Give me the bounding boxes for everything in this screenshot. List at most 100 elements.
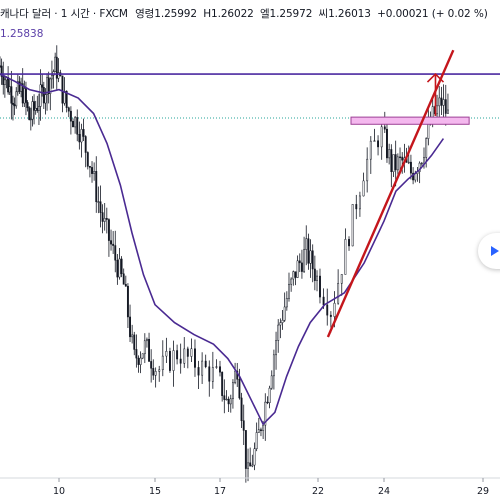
- candle: [440, 86, 443, 116]
- candle: [69, 106, 72, 135]
- candle: [26, 100, 29, 112]
- candle: [223, 379, 226, 414]
- candle: [219, 360, 221, 377]
- x-tick-label: 24: [378, 486, 390, 497]
- moving-average-line: [0, 73, 445, 426]
- candle: [268, 385, 271, 409]
- chart-header: 캐나다 달러 · 1 시간 · FXCM 영령1.25992 H1.26022 …: [0, 6, 491, 21]
- candle: [249, 447, 252, 467]
- candle: [294, 271, 297, 286]
- candle: [12, 95, 14, 121]
- support-zone: [350, 116, 470, 125]
- candle: [31, 96, 34, 127]
- candle: [143, 333, 146, 364]
- scroll-right-button[interactable]: [478, 233, 500, 269]
- candle: [107, 218, 110, 257]
- candle: [88, 165, 91, 178]
- candle: [23, 80, 26, 108]
- candle: [300, 249, 303, 279]
- candle: [229, 394, 232, 413]
- candle: [420, 161, 423, 166]
- candle: [270, 370, 273, 390]
- candle: [61, 75, 64, 113]
- candle: [141, 353, 144, 360]
- candle: [86, 151, 89, 170]
- candle: [240, 392, 243, 428]
- candle: [275, 331, 278, 370]
- candle: [281, 309, 284, 330]
- candle: [257, 417, 260, 433]
- candle: [0, 56, 1, 68]
- candle: [133, 331, 136, 356]
- candle: [244, 430, 247, 483]
- candle: [49, 77, 52, 111]
- candle: [116, 254, 119, 285]
- candle: [305, 225, 308, 266]
- candle: [355, 194, 358, 220]
- x-tick-label: 22: [312, 486, 324, 497]
- candle: [394, 140, 397, 187]
- candle: [253, 442, 256, 471]
- symbol-title: 캐나다 달러 · 1 시간 · FXCM: [0, 8, 128, 20]
- candle: [337, 269, 340, 305]
- candle: [118, 247, 121, 280]
- candle: [15, 87, 18, 109]
- x-tick-label: 17: [214, 486, 226, 497]
- candle: [129, 304, 131, 342]
- candle: [52, 69, 55, 89]
- candle: [303, 236, 306, 273]
- candle: [67, 106, 70, 118]
- candle: [150, 349, 153, 383]
- candle: [238, 368, 241, 400]
- candle: [37, 93, 40, 125]
- candle: [99, 185, 102, 228]
- play-arrow-icon: [491, 246, 499, 256]
- candle: [76, 109, 79, 142]
- candle: [266, 396, 269, 405]
- candle: [114, 230, 117, 273]
- candle: [211, 351, 214, 389]
- candle: [369, 136, 372, 174]
- candle: [57, 58, 60, 83]
- candle: [190, 338, 193, 363]
- candle: [221, 371, 224, 402]
- candle: [296, 255, 299, 279]
- candle: [438, 85, 441, 121]
- candle: [401, 152, 404, 174]
- candle: [362, 172, 365, 197]
- candle: [416, 167, 419, 182]
- candle: [84, 135, 87, 168]
- candle: [388, 143, 391, 165]
- candle: [251, 454, 254, 468]
- candle: [409, 154, 412, 180]
- candle: [255, 422, 258, 452]
- candle: [390, 144, 393, 188]
- candle: [59, 69, 62, 77]
- candle: [225, 390, 228, 401]
- candle: [183, 337, 186, 368]
- candle: [309, 239, 312, 278]
- candle: [120, 256, 123, 278]
- candle: [54, 52, 57, 73]
- candle: [344, 228, 347, 275]
- candle: [124, 275, 127, 287]
- candle: [126, 283, 129, 328]
- candle: [158, 365, 161, 382]
- candle: [283, 292, 286, 323]
- candle: [29, 107, 32, 131]
- candle: [260, 427, 262, 437]
- candle: [165, 337, 168, 363]
- candle: [242, 404, 245, 446]
- candle: [91, 161, 93, 183]
- candle: [436, 94, 439, 118]
- candle: [122, 268, 125, 285]
- candle: [105, 207, 108, 234]
- candle: [10, 70, 13, 120]
- candle: [28, 106, 31, 121]
- candle: [358, 191, 361, 217]
- candle: [131, 324, 134, 344]
- candle: [194, 339, 196, 377]
- candle: [197, 360, 200, 389]
- candle: [2, 61, 5, 95]
- candle: [316, 270, 318, 292]
